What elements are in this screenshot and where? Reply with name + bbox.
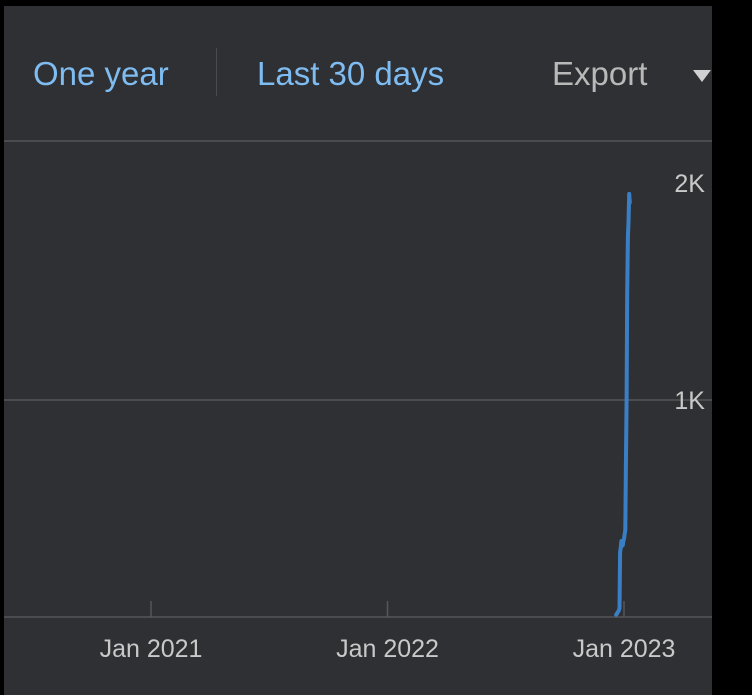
range-last-30-days-button[interactable]: Last 30 days — [257, 55, 445, 92]
x-axis-ticks — [150, 601, 625, 617]
chart-panel: One year Last 30 days Export 1K 2K Jan 20… — [4, 6, 712, 695]
line-chart: 1K 2K Jan 2021 Jan 2022 Jan 2023 — [4, 140, 712, 663]
range-one-year-button[interactable]: One year — [33, 55, 169, 92]
chevron-down-icon[interactable] — [693, 70, 711, 82]
x-tick-label: Jan 2023 — [573, 635, 676, 663]
series-group — [614, 191, 632, 617]
series-line — [614, 191, 632, 617]
grid-lines — [4, 140, 712, 618]
x-tick-label: Jan 2021 — [100, 635, 203, 663]
chart-toolbar: One year Last 30 days Export — [4, 6, 712, 138]
x-tick-label: Jan 2022 — [336, 635, 439, 663]
x-axis-labels: Jan 2021 Jan 2022 Jan 2023 — [100, 635, 676, 663]
toolbar-divider — [216, 48, 217, 96]
y-axis-labels: 1K 2K — [674, 170, 705, 415]
y-tick-label: 1K — [674, 387, 705, 415]
export-button[interactable]: Export — [552, 55, 648, 92]
y-tick-label: 2K — [674, 170, 705, 198]
